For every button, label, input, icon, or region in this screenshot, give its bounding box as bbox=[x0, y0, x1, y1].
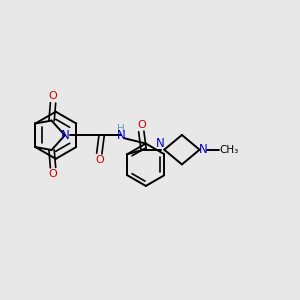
Text: O: O bbox=[49, 169, 57, 179]
Text: O: O bbox=[95, 155, 103, 165]
Text: H: H bbox=[117, 124, 124, 134]
Text: O: O bbox=[49, 92, 57, 101]
Text: N: N bbox=[199, 143, 208, 156]
Text: CH₃: CH₃ bbox=[219, 145, 238, 155]
Text: N: N bbox=[60, 129, 69, 142]
Text: O: O bbox=[137, 120, 146, 130]
Text: N: N bbox=[156, 137, 165, 150]
Text: N: N bbox=[116, 129, 125, 142]
